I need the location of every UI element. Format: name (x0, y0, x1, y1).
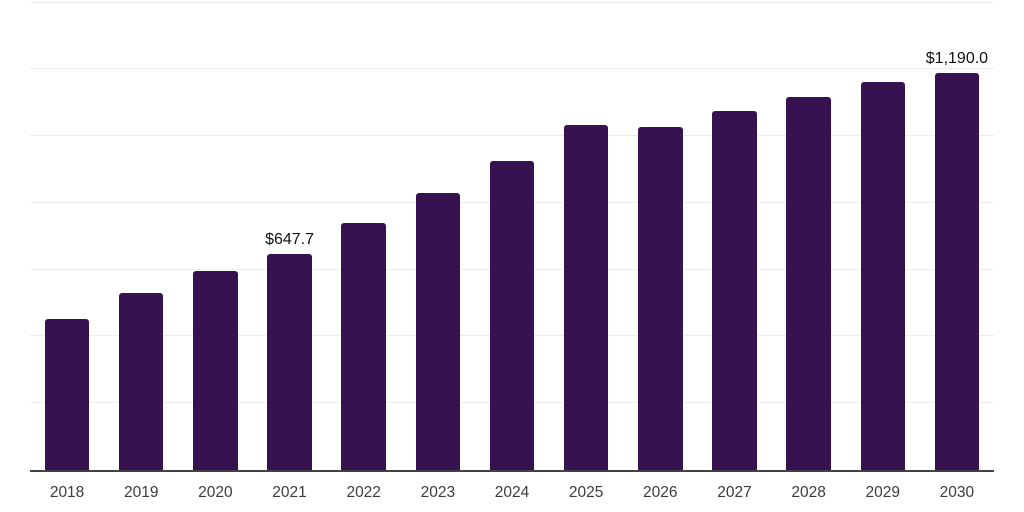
x-tick-2028: 2028 (791, 484, 826, 501)
plot-area: $647.7 $1,190.0 (30, 0, 994, 472)
data-label-2030: $1,190.0 (925, 49, 989, 67)
bar-2028 (786, 97, 831, 470)
x-tick-2030: 2030 (939, 484, 975, 501)
bar-2022 (341, 222, 386, 470)
x-tick-2022: 2022 (346, 484, 381, 501)
x-tick-2025: 2025 (568, 484, 604, 501)
x-tick-2019: 2019 (123, 484, 159, 501)
x-tick-2024: 2024 (494, 484, 530, 501)
x-axis: 2018 2019 2020 2021 2022 2023 2024 2025 2026 2027… (30, 472, 994, 512)
bar-2023 (415, 193, 461, 470)
x-tick-2027: 2027 (717, 484, 752, 501)
bar-2025 (563, 125, 609, 470)
gridline-1200 (30, 68, 994, 70)
x-tick-2021: 2021 (272, 484, 307, 501)
bar-2030 (934, 72, 980, 470)
bar-2029 (860, 81, 905, 470)
bar-2024 (489, 161, 535, 470)
x-tick-2020: 2020 (198, 484, 233, 501)
x-tick-2018: 2018 (49, 484, 85, 501)
x-tick-2026: 2026 (643, 484, 678, 501)
x-tick-2029: 2029 (865, 484, 901, 501)
x-tick-2023: 2023 (420, 484, 456, 501)
gridline-1400 (30, 1, 994, 3)
bar-2026 (638, 127, 683, 470)
bar-2018 (44, 319, 90, 470)
bar-2019 (118, 293, 164, 470)
gridline-1000 (30, 135, 994, 137)
x-axis-line (30, 470, 994, 472)
bar-2021 (267, 253, 312, 470)
data-label-2021: $647.7 (265, 230, 314, 248)
bar-2020 (193, 270, 238, 470)
bar-2027 (712, 111, 757, 470)
